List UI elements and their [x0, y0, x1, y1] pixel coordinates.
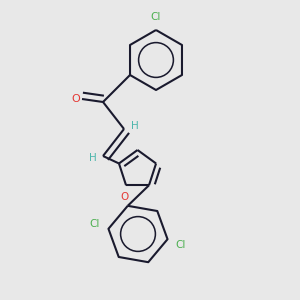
- Text: Cl: Cl: [175, 240, 185, 250]
- Text: Cl: Cl: [151, 13, 161, 22]
- Text: Cl: Cl: [89, 219, 100, 229]
- Text: O: O: [120, 192, 129, 202]
- Text: O: O: [71, 94, 80, 104]
- Text: H: H: [130, 121, 138, 131]
- Text: H: H: [89, 153, 96, 164]
